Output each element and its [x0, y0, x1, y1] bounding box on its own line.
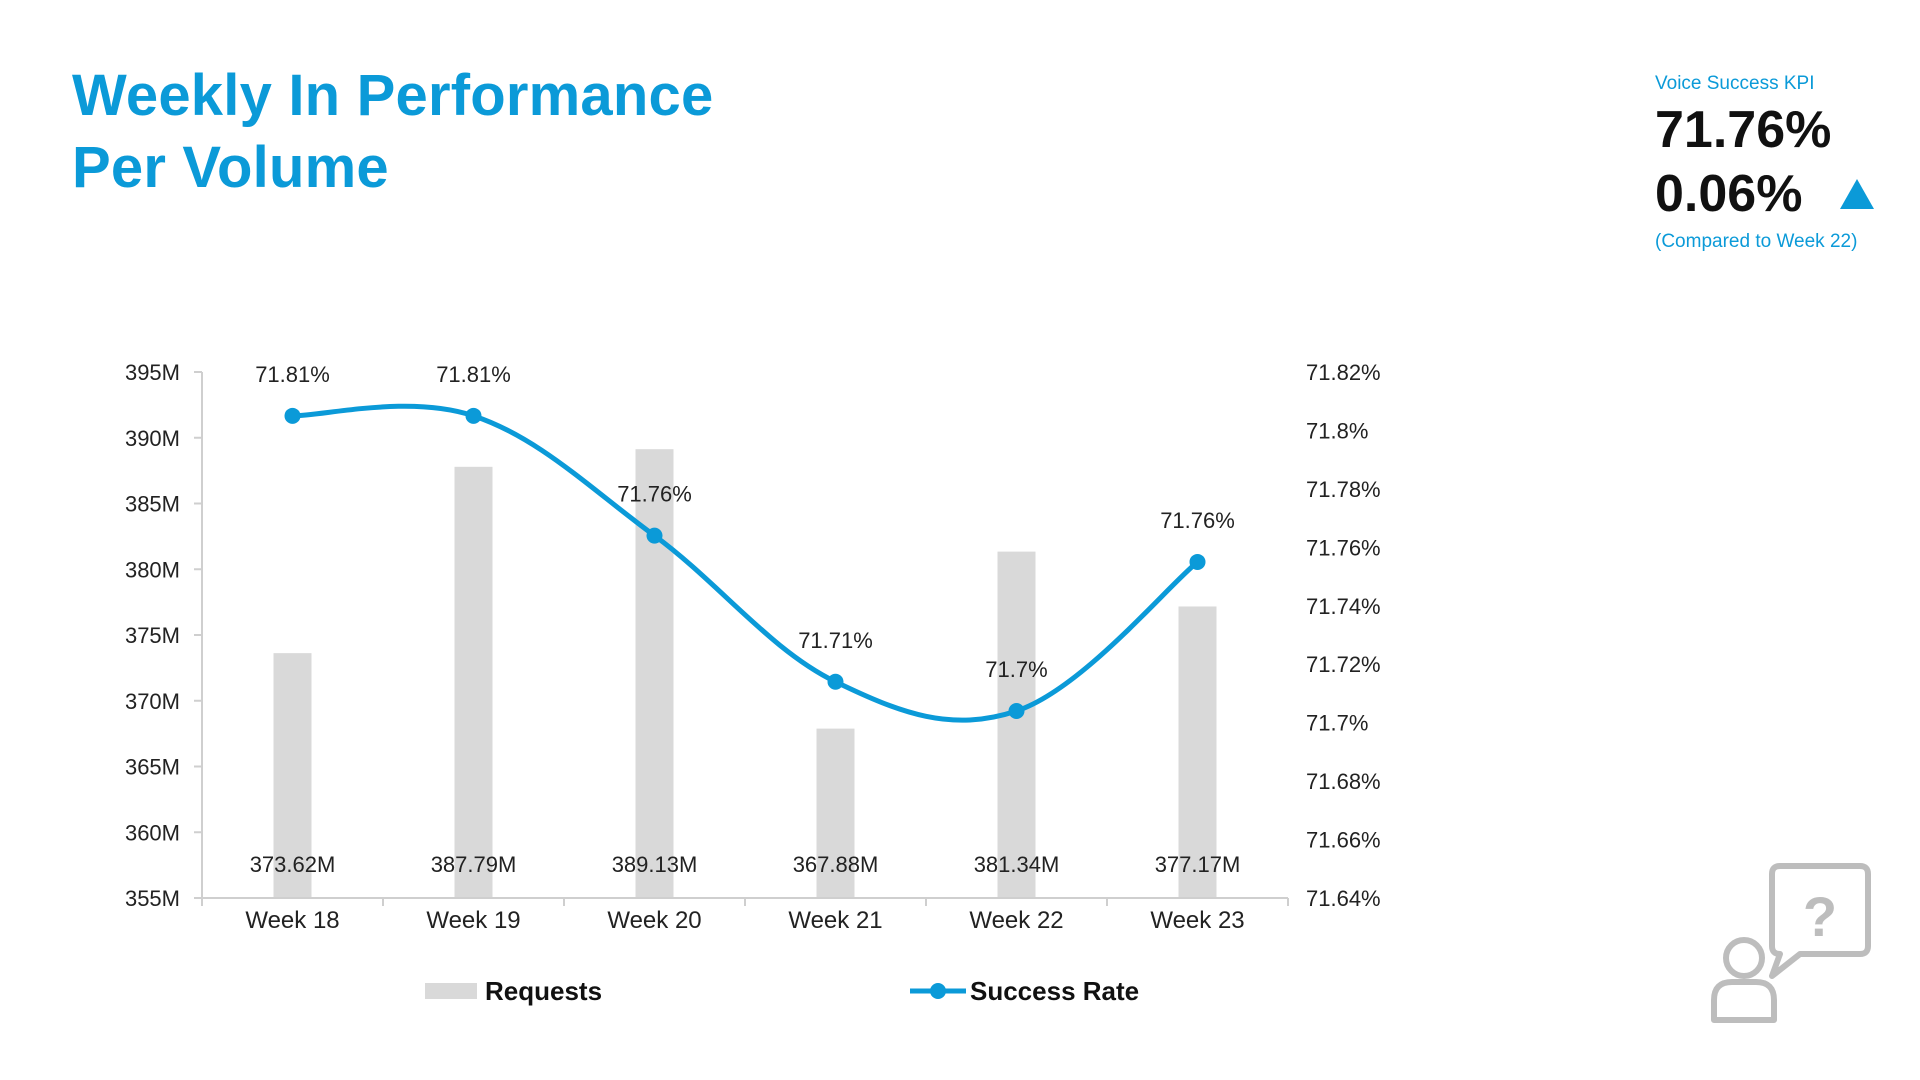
bar-data-label: 367.88M	[793, 852, 879, 877]
left-tick-label: 365M	[125, 755, 180, 780]
success-rate-point	[646, 527, 663, 544]
up-triangle-icon	[1840, 179, 1875, 209]
line-data-label: 71.71%	[798, 628, 873, 653]
requests-bars: 373.62M 387.79M 389.13M 367.88M 381.34M 377.1…	[250, 449, 1241, 898]
success-rate-line: 71.81% 71.81% 71.76% 71.71% 71.7% 71.76%	[255, 362, 1235, 723]
bar-requests	[635, 449, 674, 898]
right-tick-label: 71.64%	[1306, 886, 1381, 911]
right-tick-label: 71.66%	[1306, 828, 1381, 853]
chart-legend: Requests Success Rate	[425, 976, 1139, 1006]
left-tick-label: 360M	[125, 820, 180, 845]
line-data-label: 71.7%	[985, 657, 1047, 682]
legend-requests-swatch	[425, 983, 477, 999]
legend-requests-label: Requests	[485, 976, 602, 1006]
bar-data-label: 381.34M	[974, 852, 1060, 877]
success-rate-point	[1189, 553, 1206, 570]
right-tick-label: 71.8%	[1306, 418, 1368, 443]
svg-text:?: ?	[1803, 885, 1837, 948]
right-tick-label: 71.72%	[1306, 652, 1381, 677]
title-line-2: Per Volume	[72, 135, 389, 200]
bar-requests	[273, 653, 312, 898]
kpi-delta-row: 0.06%	[1655, 161, 1895, 227]
bar-data-label: 377.17M	[1155, 852, 1241, 877]
page-title: Weekly In Performance Per Volume	[72, 60, 713, 204]
bar-requests	[1178, 606, 1217, 898]
success-rate-point	[284, 407, 301, 424]
bar-requests	[997, 551, 1036, 898]
kpi-delta: 0.06%	[1655, 165, 1803, 223]
kpi-compare-text: (Compared to Week 22)	[1655, 231, 1858, 252]
kpi-label: Voice Success KPI	[1655, 73, 1815, 94]
x-tick-label: Week 21	[788, 907, 882, 934]
bar-requests	[454, 466, 493, 898]
x-axis: Week 18 Week 19 Week 20 Week 21 Week 22 Week …	[201, 897, 1289, 934]
left-tick-label: 355M	[125, 886, 180, 911]
bar-data-label: 389.13M	[612, 852, 698, 877]
left-tick-label: 370M	[125, 689, 180, 714]
right-tick-label: 71.78%	[1306, 477, 1381, 502]
x-tick-label: Week 18	[245, 907, 339, 934]
x-tick-label: Week 20	[607, 907, 701, 934]
kpi-panel: Voice Success KPI 71.76% 0.06% (Compared…	[1655, 73, 1895, 253]
legend-success-label: Success Rate	[970, 976, 1139, 1006]
success-rate-point	[827, 673, 844, 690]
right-axis: 71.82% 71.8% 71.78% 71.76% 71.74% 71.72% 71.7%…	[1306, 360, 1381, 911]
success-rate-point	[1008, 702, 1025, 719]
right-tick-label: 71.7%	[1306, 711, 1368, 736]
left-tick-label: 395M	[125, 360, 180, 385]
line-data-label: 71.81%	[255, 362, 330, 387]
line-data-label: 71.76%	[617, 482, 692, 507]
bar-data-label: 387.79M	[431, 852, 517, 877]
right-tick-label: 71.74%	[1306, 594, 1381, 619]
right-tick-label: 71.68%	[1306, 769, 1381, 794]
legend-success-marker	[930, 983, 946, 999]
x-tick-label: Week 22	[969, 907, 1063, 934]
line-data-label: 71.76%	[1160, 508, 1235, 533]
bar-data-label: 373.62M	[250, 852, 336, 877]
left-tick-label: 390M	[125, 426, 180, 451]
success-rate-path	[290, 403, 1200, 723]
left-tick-label: 375M	[125, 623, 180, 648]
kpi-value: 71.76%	[1655, 101, 1832, 159]
success-rate-point	[465, 407, 482, 424]
x-tick-label: Week 23	[1150, 907, 1244, 934]
bar-requests	[816, 728, 855, 898]
x-tick-label: Week 19	[426, 907, 520, 934]
left-tick-label: 380M	[125, 557, 180, 582]
help-chat-person-icon[interactable]: ?	[1700, 860, 1880, 1030]
left-tick-label: 385M	[125, 492, 180, 517]
right-tick-label: 71.82%	[1306, 360, 1381, 385]
left-axis: 395M 390M 385M 380M 375M 370M 365M 360M 355M	[125, 360, 203, 911]
line-data-label: 71.81%	[436, 362, 511, 387]
title-line-1: Weekly In Performance	[72, 63, 714, 128]
right-tick-label: 71.76%	[1306, 535, 1381, 560]
